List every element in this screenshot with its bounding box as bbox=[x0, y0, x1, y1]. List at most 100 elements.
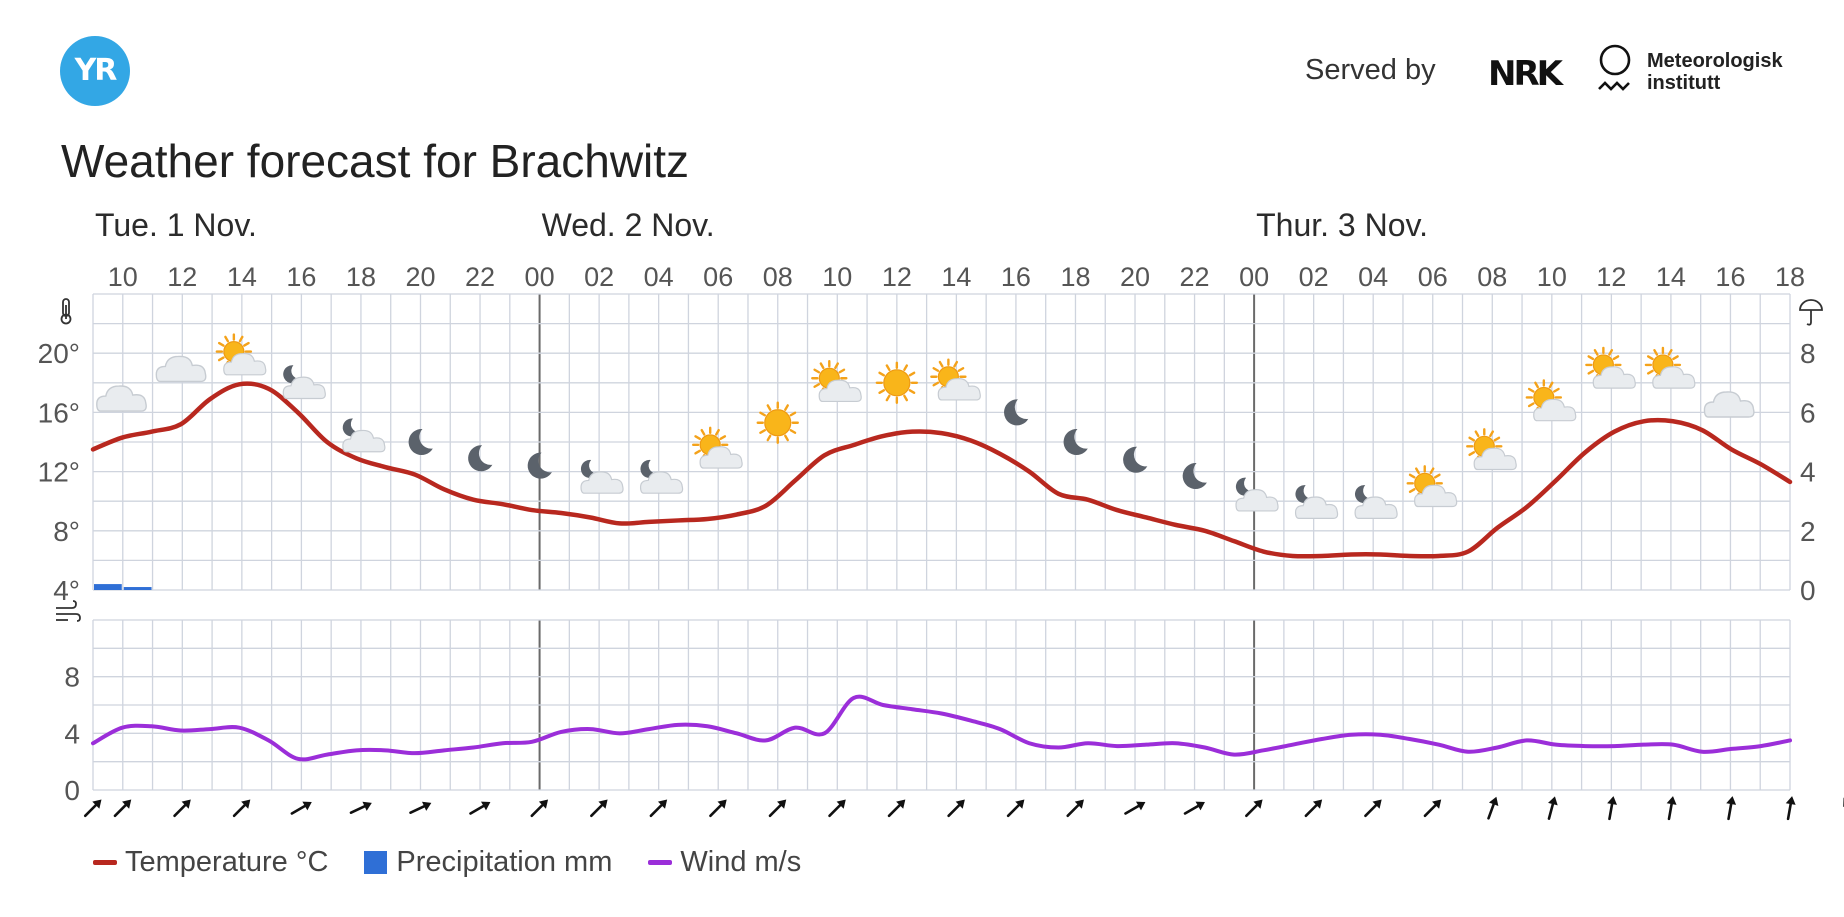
hour-tick-label: 20 bbox=[1120, 262, 1150, 292]
wind-direction-arrow bbox=[1487, 796, 1499, 820]
sun-ray bbox=[1587, 369, 1595, 375]
cloud-shape bbox=[342, 429, 386, 453]
hour-tick-label: 20 bbox=[405, 262, 435, 292]
sun-disc bbox=[764, 409, 792, 437]
wind-direction-arrow bbox=[709, 799, 727, 818]
day-labels: Tue. 1 Nov. Wed. 2 Nov. Thur. 3 Nov. bbox=[95, 207, 1428, 243]
arrow-head bbox=[777, 799, 787, 809]
cloud-shape bbox=[96, 385, 147, 412]
sun-ray bbox=[1468, 436, 1476, 442]
cloud-shape bbox=[223, 352, 267, 376]
wind-direction-arrow bbox=[1785, 796, 1796, 821]
arrow-head bbox=[1726, 796, 1737, 805]
wind-tick-label: 8 bbox=[64, 662, 80, 693]
sun-ray bbox=[819, 362, 825, 370]
wind-direction-arrow bbox=[83, 799, 102, 818]
sun-ray bbox=[766, 404, 772, 411]
sun-ray bbox=[1474, 430, 1480, 438]
sun-ray bbox=[1534, 381, 1540, 389]
moon-shape bbox=[1004, 399, 1029, 426]
sun-ray bbox=[1667, 348, 1673, 356]
sun-icon bbox=[756, 401, 799, 444]
precipitation-tick-label: 8 bbox=[1800, 338, 1816, 369]
met-institute-name[interactable]: Meteorologisk institutt bbox=[1647, 50, 1783, 94]
met-name-line-1: Meteorologisk bbox=[1647, 50, 1783, 72]
moon-icon bbox=[527, 452, 552, 479]
met-institute-logo-icon bbox=[1598, 44, 1631, 91]
moon-icon bbox=[1004, 399, 1029, 426]
arrow-head bbox=[538, 799, 549, 809]
temperature-grid bbox=[92, 293, 1791, 591]
moon-shape bbox=[527, 452, 552, 479]
sun-ray bbox=[938, 360, 944, 368]
hour-tick-label: 04 bbox=[644, 262, 674, 292]
cloud-shape bbox=[580, 471, 624, 494]
wind-direction-arrow bbox=[173, 799, 191, 818]
hour-tick-label: 22 bbox=[465, 262, 495, 292]
wind-series bbox=[91, 694, 1792, 762]
cloud-shape bbox=[1652, 366, 1696, 389]
arrow-head bbox=[836, 799, 846, 809]
hour-tick-label: 06 bbox=[703, 262, 733, 292]
arrow-head bbox=[362, 801, 372, 811]
arrow-head bbox=[302, 801, 312, 811]
wind-direction-arrows bbox=[83, 796, 1844, 821]
hour-tick-label: 10 bbox=[108, 262, 138, 292]
sun-ray bbox=[700, 428, 706, 436]
sun-ray bbox=[694, 435, 702, 441]
wind-direction-arrow bbox=[1843, 797, 1844, 819]
sun-ray bbox=[813, 383, 821, 388]
arrow-head bbox=[1312, 799, 1323, 809]
sun-ray bbox=[217, 356, 225, 362]
nrk-logo-text: NRK bbox=[1488, 54, 1565, 90]
sun-ray bbox=[694, 449, 702, 455]
sun-ray bbox=[217, 341, 225, 347]
wind-grid bbox=[92, 619, 1791, 791]
arrow-head bbox=[1785, 796, 1796, 805]
sun-ray bbox=[813, 368, 821, 374]
sun-ray bbox=[1593, 348, 1599, 356]
moon-icon bbox=[468, 445, 493, 472]
nrk-logo[interactable]: NRK bbox=[1478, 54, 1570, 90]
hour-tick-label: 18 bbox=[346, 262, 376, 292]
sun-ray bbox=[878, 371, 886, 377]
precipitation-tick-label: 2 bbox=[1800, 516, 1816, 547]
cloud-icon bbox=[155, 355, 207, 383]
partly-cloudy-night-icon bbox=[639, 459, 684, 494]
page-title: Weather forecast for Brachwitz bbox=[61, 135, 690, 187]
arrow-head bbox=[1372, 799, 1382, 809]
sun-ray bbox=[1493, 436, 1501, 442]
cloud-icon bbox=[1703, 391, 1755, 418]
precipitation-bar bbox=[94, 584, 122, 590]
sun-ray bbox=[885, 364, 891, 372]
hour-tick-label: 06 bbox=[1418, 262, 1448, 292]
sun-ray bbox=[1429, 467, 1435, 475]
sun-ray bbox=[1408, 473, 1416, 479]
wind-direction-arrow bbox=[1547, 796, 1558, 820]
wind-direction-arrow bbox=[828, 799, 846, 818]
served-by-label: Served by bbox=[1305, 54, 1436, 86]
sun-ray bbox=[1553, 387, 1560, 393]
moon-shape bbox=[1063, 428, 1088, 455]
hour-tick-label: 12 bbox=[167, 262, 197, 292]
sun-ray bbox=[224, 335, 230, 343]
wind-tick-label: 0 bbox=[64, 775, 80, 806]
precipitation-tick-label: 4 bbox=[1800, 457, 1816, 488]
precipitation-axis: 0 2 4 6 8 bbox=[1800, 338, 1816, 606]
wind-direction-arrow bbox=[1006, 799, 1025, 818]
legend-wind-label: Wind m/s bbox=[680, 846, 802, 878]
wind-direction-arrow bbox=[530, 799, 549, 818]
arrow-head bbox=[1253, 799, 1263, 809]
cloud-shape bbox=[1473, 447, 1517, 471]
hour-tick-label: 22 bbox=[1180, 262, 1210, 292]
sun-ray bbox=[903, 364, 909, 372]
cloud-shape bbox=[282, 376, 326, 400]
weather-icons bbox=[96, 333, 1755, 519]
partly-cloudy-night-icon bbox=[342, 418, 386, 453]
sun-ray bbox=[1415, 467, 1420, 475]
sun-ray bbox=[784, 434, 789, 442]
legend-precipitation: Precipitation mm bbox=[364, 846, 612, 879]
arrow-head bbox=[480, 801, 491, 811]
yr-logo[interactable]: YR bbox=[60, 36, 130, 106]
temperature-axis: 4°8°12°16°20° bbox=[38, 338, 80, 606]
